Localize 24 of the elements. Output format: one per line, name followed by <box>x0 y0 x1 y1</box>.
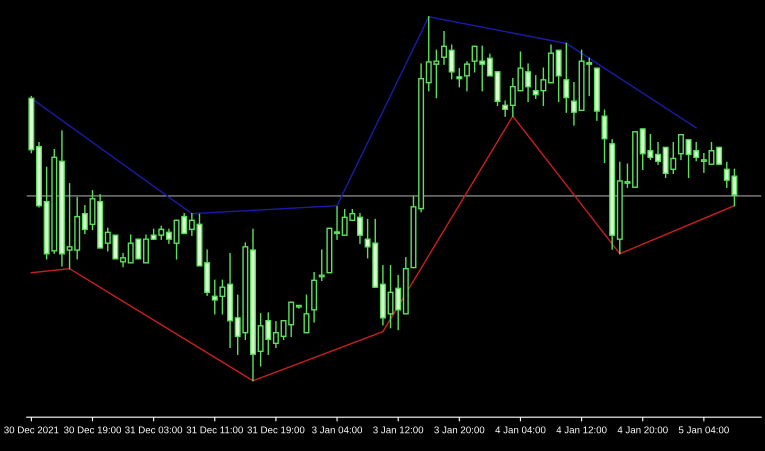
candlestick <box>502 100 508 117</box>
candlestick <box>364 218 371 258</box>
candlestick <box>472 46 478 72</box>
candlestick <box>602 110 608 164</box>
x-tick-label: 30 Dec 19:00 <box>64 426 122 434</box>
candlestick <box>670 142 676 174</box>
x-tick-label: 3 Jan 04:00 <box>312 426 362 434</box>
candlestick <box>433 50 440 98</box>
candlestick <box>318 249 325 282</box>
candlestick <box>563 42 570 113</box>
x-tick-label: 3 Jan 20:00 <box>434 426 484 434</box>
candlestick <box>479 46 486 92</box>
x-tick-label: 5 Jan 04:00 <box>678 426 729 434</box>
x-tick-label: 4 Jan 04:00 <box>495 426 546 434</box>
candlestick <box>426 16 432 92</box>
x-tick-label: 31 Dec 03:00 <box>125 426 182 434</box>
x-tick-label: 4 Jan 20:00 <box>618 426 668 434</box>
x-tick-label: 30 Dec 2021 <box>4 426 58 434</box>
x-tick-label: 3 Jan 12:00 <box>373 426 424 434</box>
candlestick <box>532 75 539 100</box>
x-tick-label: 31 Dec 19:00 <box>247 426 304 434</box>
x-tick-label: 31 Dec 11:00 <box>186 426 243 434</box>
candlestick <box>303 294 310 334</box>
x-tick-label: 4 Jan 12:00 <box>556 426 607 434</box>
